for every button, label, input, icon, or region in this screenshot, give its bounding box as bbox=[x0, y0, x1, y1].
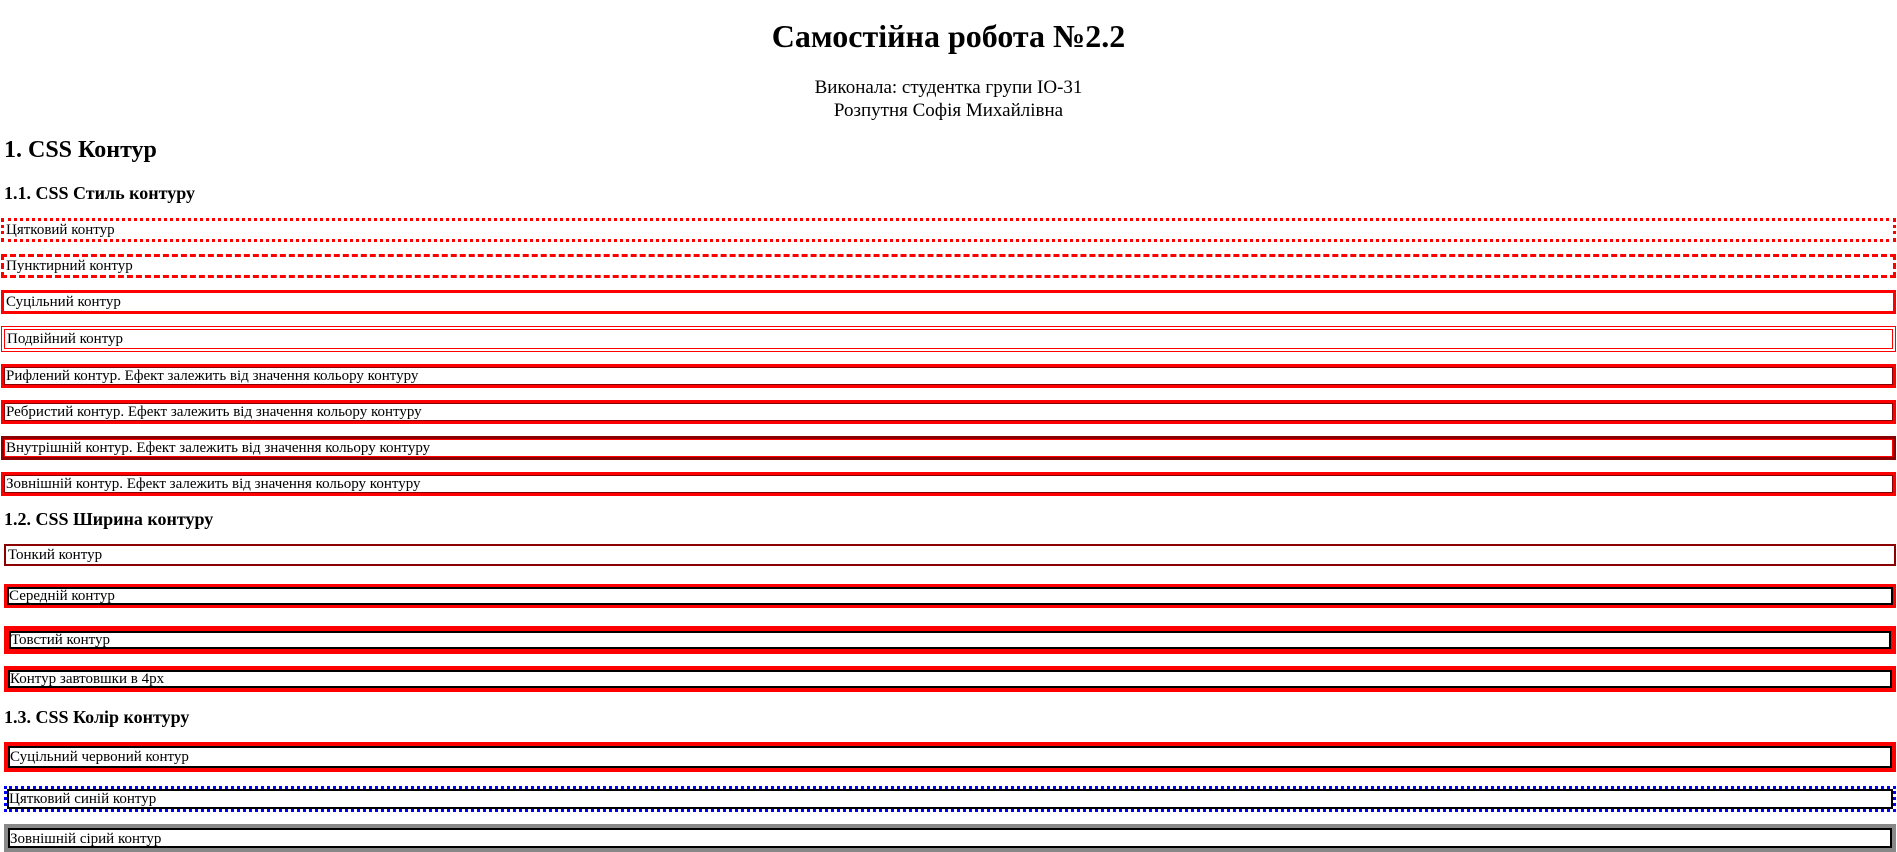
outline-solid-example: Суцільний контур bbox=[1, 290, 1896, 314]
page-title: Самостійна робота №2.2 bbox=[771, 18, 1126, 54]
author-block: Виконала: студентка групи ІО-31 Розпутня… bbox=[4, 76, 1893, 122]
author-group-line: Виконала: студентка групи ІО-31 bbox=[814, 77, 1083, 98]
outline-ridge-example: Ребристий контур. Ефект залежить від зна… bbox=[1, 400, 1896, 424]
subsection-heading-style: 1.1. CSS Стиль контуру bbox=[4, 183, 195, 203]
author-name-line: Розпутня Софія Михайлівна bbox=[833, 100, 1064, 121]
outline-dotted-example: Цятковий контур bbox=[1, 218, 1896, 242]
outline-dashed-example: Пунктирний контур bbox=[1, 254, 1896, 278]
outline-inset-example: Внутрішній контур. Ефект залежить від зн… bbox=[1, 436, 1896, 460]
outline-blue-example: Цятковий синій контур bbox=[4, 786, 1896, 812]
outline-red-example: Суцільний червоний контур bbox=[4, 742, 1896, 772]
outline-4px-example: Контур завтовшки в 4px bbox=[4, 666, 1896, 692]
outline-groove-example: Рифлений контур. Ефект залежить від знач… bbox=[1, 364, 1896, 388]
outline-double-example: Подвійний контур bbox=[1, 326, 1896, 352]
subsection-heading-color: 1.3. CSS Колір контуру bbox=[4, 707, 190, 727]
outline-medium-example: Середній контур bbox=[4, 584, 1896, 608]
subsection-heading-width: 1.2. CSS Ширина контуру bbox=[4, 509, 214, 529]
outline-thick-example: Товстий контур bbox=[4, 626, 1896, 654]
outline-outset-example: Зовнішній контур. Ефект залежить від зна… bbox=[1, 472, 1896, 496]
document-page: Самостійна робота №2.2 Виконала: студент… bbox=[0, 18, 1897, 852]
outline-grey-example: Зовнішній сірий контур bbox=[4, 824, 1896, 852]
outline-thin-example: Тонкий контур bbox=[4, 544, 1896, 566]
section-heading-outline: 1. CSS Контур bbox=[4, 137, 157, 163]
